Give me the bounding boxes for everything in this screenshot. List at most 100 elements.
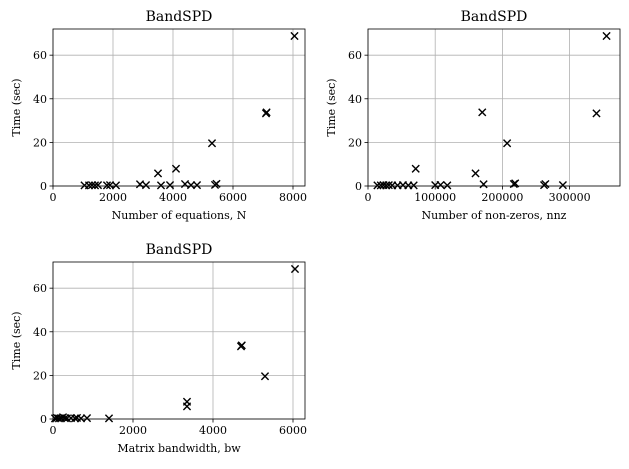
plot-equations-xlabel: Number of equations, N xyxy=(112,209,247,222)
plot-equations-point-13-stroke-b xyxy=(171,164,181,173)
plot-bandwidth-point-5 xyxy=(60,414,70,423)
plot-bandwidth-xlabel: Matrix bandwidth, bw xyxy=(117,442,241,455)
plot-equations-point-17-stroke-b xyxy=(207,139,217,148)
plot-equations-point-3 xyxy=(90,181,100,190)
plot-bandwidth-ytick-label-2: 40 xyxy=(33,326,47,339)
plot-nonzeros-ytick-label-0: 0 xyxy=(355,180,362,193)
plot-nonzeros-point-19-stroke-b xyxy=(511,179,520,188)
plot-nonzeros-title: BandSPD xyxy=(461,9,528,25)
plot-equations-xtick-label-3: 6000 xyxy=(219,191,247,204)
plot-equations-point-12-stroke-b xyxy=(165,181,175,190)
plot-equations-xtick-label-0: 0 xyxy=(50,191,57,204)
plot-nonzeros-point-0 xyxy=(373,181,382,190)
plot-nonzeros-ytick-label-1: 20 xyxy=(348,136,362,149)
plot-nonzeros-point-24-stroke-b xyxy=(602,31,611,41)
plot-bandwidth-xtick-label-2: 4000 xyxy=(199,424,227,437)
plot-nonzeros-point-12 xyxy=(436,180,445,190)
plot-nonzeros-point-21-stroke-b xyxy=(541,179,550,189)
plot-equations-point-17 xyxy=(207,139,217,148)
plot-bandwidth-point-7-stroke-b xyxy=(66,414,76,423)
plot-bandwidth-point-11 xyxy=(82,414,92,423)
plot-bandwidth-xtick-label-1: 2000 xyxy=(119,424,147,437)
plot-equations-xtick-label-1: 2000 xyxy=(99,191,127,204)
plot-nonzeros-point-24 xyxy=(602,31,611,41)
plot-nonzeros-point-9-stroke-b xyxy=(409,181,418,190)
plot-nonzeros-point-15 xyxy=(478,108,487,117)
plot-nonzeros-point-23 xyxy=(592,109,601,118)
plot-nonzeros-point-14 xyxy=(471,169,480,178)
plot-nonzeros-xtick-label-0: 0 xyxy=(365,191,372,204)
plot-nonzeros-point-13 xyxy=(443,181,452,190)
plot-bandwidth-ytick-label-0: 0 xyxy=(40,413,47,426)
plot-nonzeros-point-17 xyxy=(503,139,512,148)
plot-equations-point-22 xyxy=(290,31,299,41)
plot-nonzeros-point-9 xyxy=(409,181,418,190)
plot-bandwidth-ylabel: Time (sec) xyxy=(10,311,23,369)
plot-nonzeros-point-3-stroke-b xyxy=(382,181,391,190)
plot-nonzeros-point-17-stroke-b xyxy=(503,139,512,148)
plot-nonzeros-point-10-stroke-b xyxy=(411,164,420,173)
plot-nonzeros-point-0-stroke-b xyxy=(373,181,382,190)
plot-equations-point-2 xyxy=(87,181,97,190)
plot-bandwidth-point-17-stroke-b xyxy=(260,372,270,381)
plot-bandwidth-point-12-stroke-b xyxy=(104,414,114,423)
plot-equations-point-19-stroke-b xyxy=(212,179,221,188)
plot-equations-point-4 xyxy=(93,181,103,190)
plot-bandwidth-point-17 xyxy=(260,372,270,381)
plot-bandwidth-point-4-stroke-b xyxy=(58,413,68,422)
plot-bandwidth-xtick-label-3: 6000 xyxy=(279,424,307,437)
plot-nonzeros-ylabel: Time (sec) xyxy=(325,78,338,136)
plot-equations-point-1-stroke-b xyxy=(84,181,94,190)
plot-nonzeros-xlabel: Number of non-zeros, nnz xyxy=(422,209,567,222)
plot-bandwidth-point-8-stroke-b xyxy=(70,414,80,423)
plot-equations-point-5-stroke-b xyxy=(102,181,112,190)
plot-nonzeros: BandSPD Number of non-zeros, nnz Time (s… xyxy=(325,9,621,222)
plot-nonzeros-ytick-label-3: 60 xyxy=(348,49,362,62)
plot-equations-point-4-stroke-b xyxy=(93,181,103,190)
plot-equations-title: BandSPD xyxy=(146,9,213,25)
plot-nonzeros-point-4-stroke-b xyxy=(384,181,393,190)
plot-nonzeros-xtick-label-3: 300000 xyxy=(549,191,591,204)
plot-equations-point-11-stroke-b xyxy=(156,181,166,190)
plot-equations-ytick-label-1: 20 xyxy=(33,136,47,149)
plot-nonzeros-point-10 xyxy=(411,164,420,173)
plot-equations-point-1 xyxy=(84,181,94,190)
plot-bandwidth: BandSPD Matrix bandwidth, bw Time (sec) … xyxy=(10,242,307,455)
plot-equations-point-2-stroke-b xyxy=(87,181,97,190)
plot-nonzeros-point-19 xyxy=(511,179,520,188)
plot-equations-point-15 xyxy=(186,181,196,190)
plot-nonzeros-point-4 xyxy=(384,181,393,190)
plot-bandwidth-point-16-stroke-b xyxy=(237,341,246,350)
plot-bandwidth-point-14-stroke-b xyxy=(182,402,192,411)
plot-equations-point-7 xyxy=(111,181,121,190)
plot-equations-point-10 xyxy=(153,169,163,178)
plot-equations-point-16-stroke-b xyxy=(192,181,202,190)
plot-nonzeros-xtick-label-2: 200000 xyxy=(481,191,523,204)
plot-equations-point-11 xyxy=(156,181,166,190)
plot-nonzeros-ytick-label-2: 40 xyxy=(348,93,362,106)
plot-bandwidth-point-5-stroke-b xyxy=(60,414,70,423)
plot-equations-point-21-stroke-b xyxy=(262,108,271,117)
plot-bandwidth-point-9-stroke-b xyxy=(72,413,82,423)
plot-equations-point-21 xyxy=(262,108,271,117)
plot-equations: BandSPD Number of equations, N Time (sec… xyxy=(10,9,307,222)
plot-nonzeros-point-16 xyxy=(479,180,488,189)
plot-bandwidth-point-12 xyxy=(104,414,114,423)
plot-bandwidth-xtick-label-0: 0 xyxy=(50,424,57,437)
plot-nonzeros-point-12-stroke-b xyxy=(436,180,445,190)
plot-nonzeros-point-22 xyxy=(558,181,567,190)
plot-equations-point-10-stroke-b xyxy=(153,169,163,178)
plot-equations-axes-frame xyxy=(52,28,306,187)
plot-equations-point-3-stroke-b xyxy=(90,181,100,190)
plot-nonzeros-point-15-stroke-b xyxy=(478,108,487,117)
plot-equations-point-13 xyxy=(171,164,181,173)
plot-nonzeros-point-23-stroke-b xyxy=(592,109,601,118)
plot-bandwidth-point-11-stroke-b xyxy=(82,414,92,423)
plot-equations-point-9-stroke-b xyxy=(141,181,151,190)
plot-bandwidth-point-16 xyxy=(237,341,246,350)
plot-bandwidth-point-18 xyxy=(290,264,300,274)
plot-equations-point-15-stroke-b xyxy=(186,181,196,190)
plot-bandwidth-point-8 xyxy=(70,414,80,423)
plot-equations-point-5 xyxy=(102,181,112,190)
